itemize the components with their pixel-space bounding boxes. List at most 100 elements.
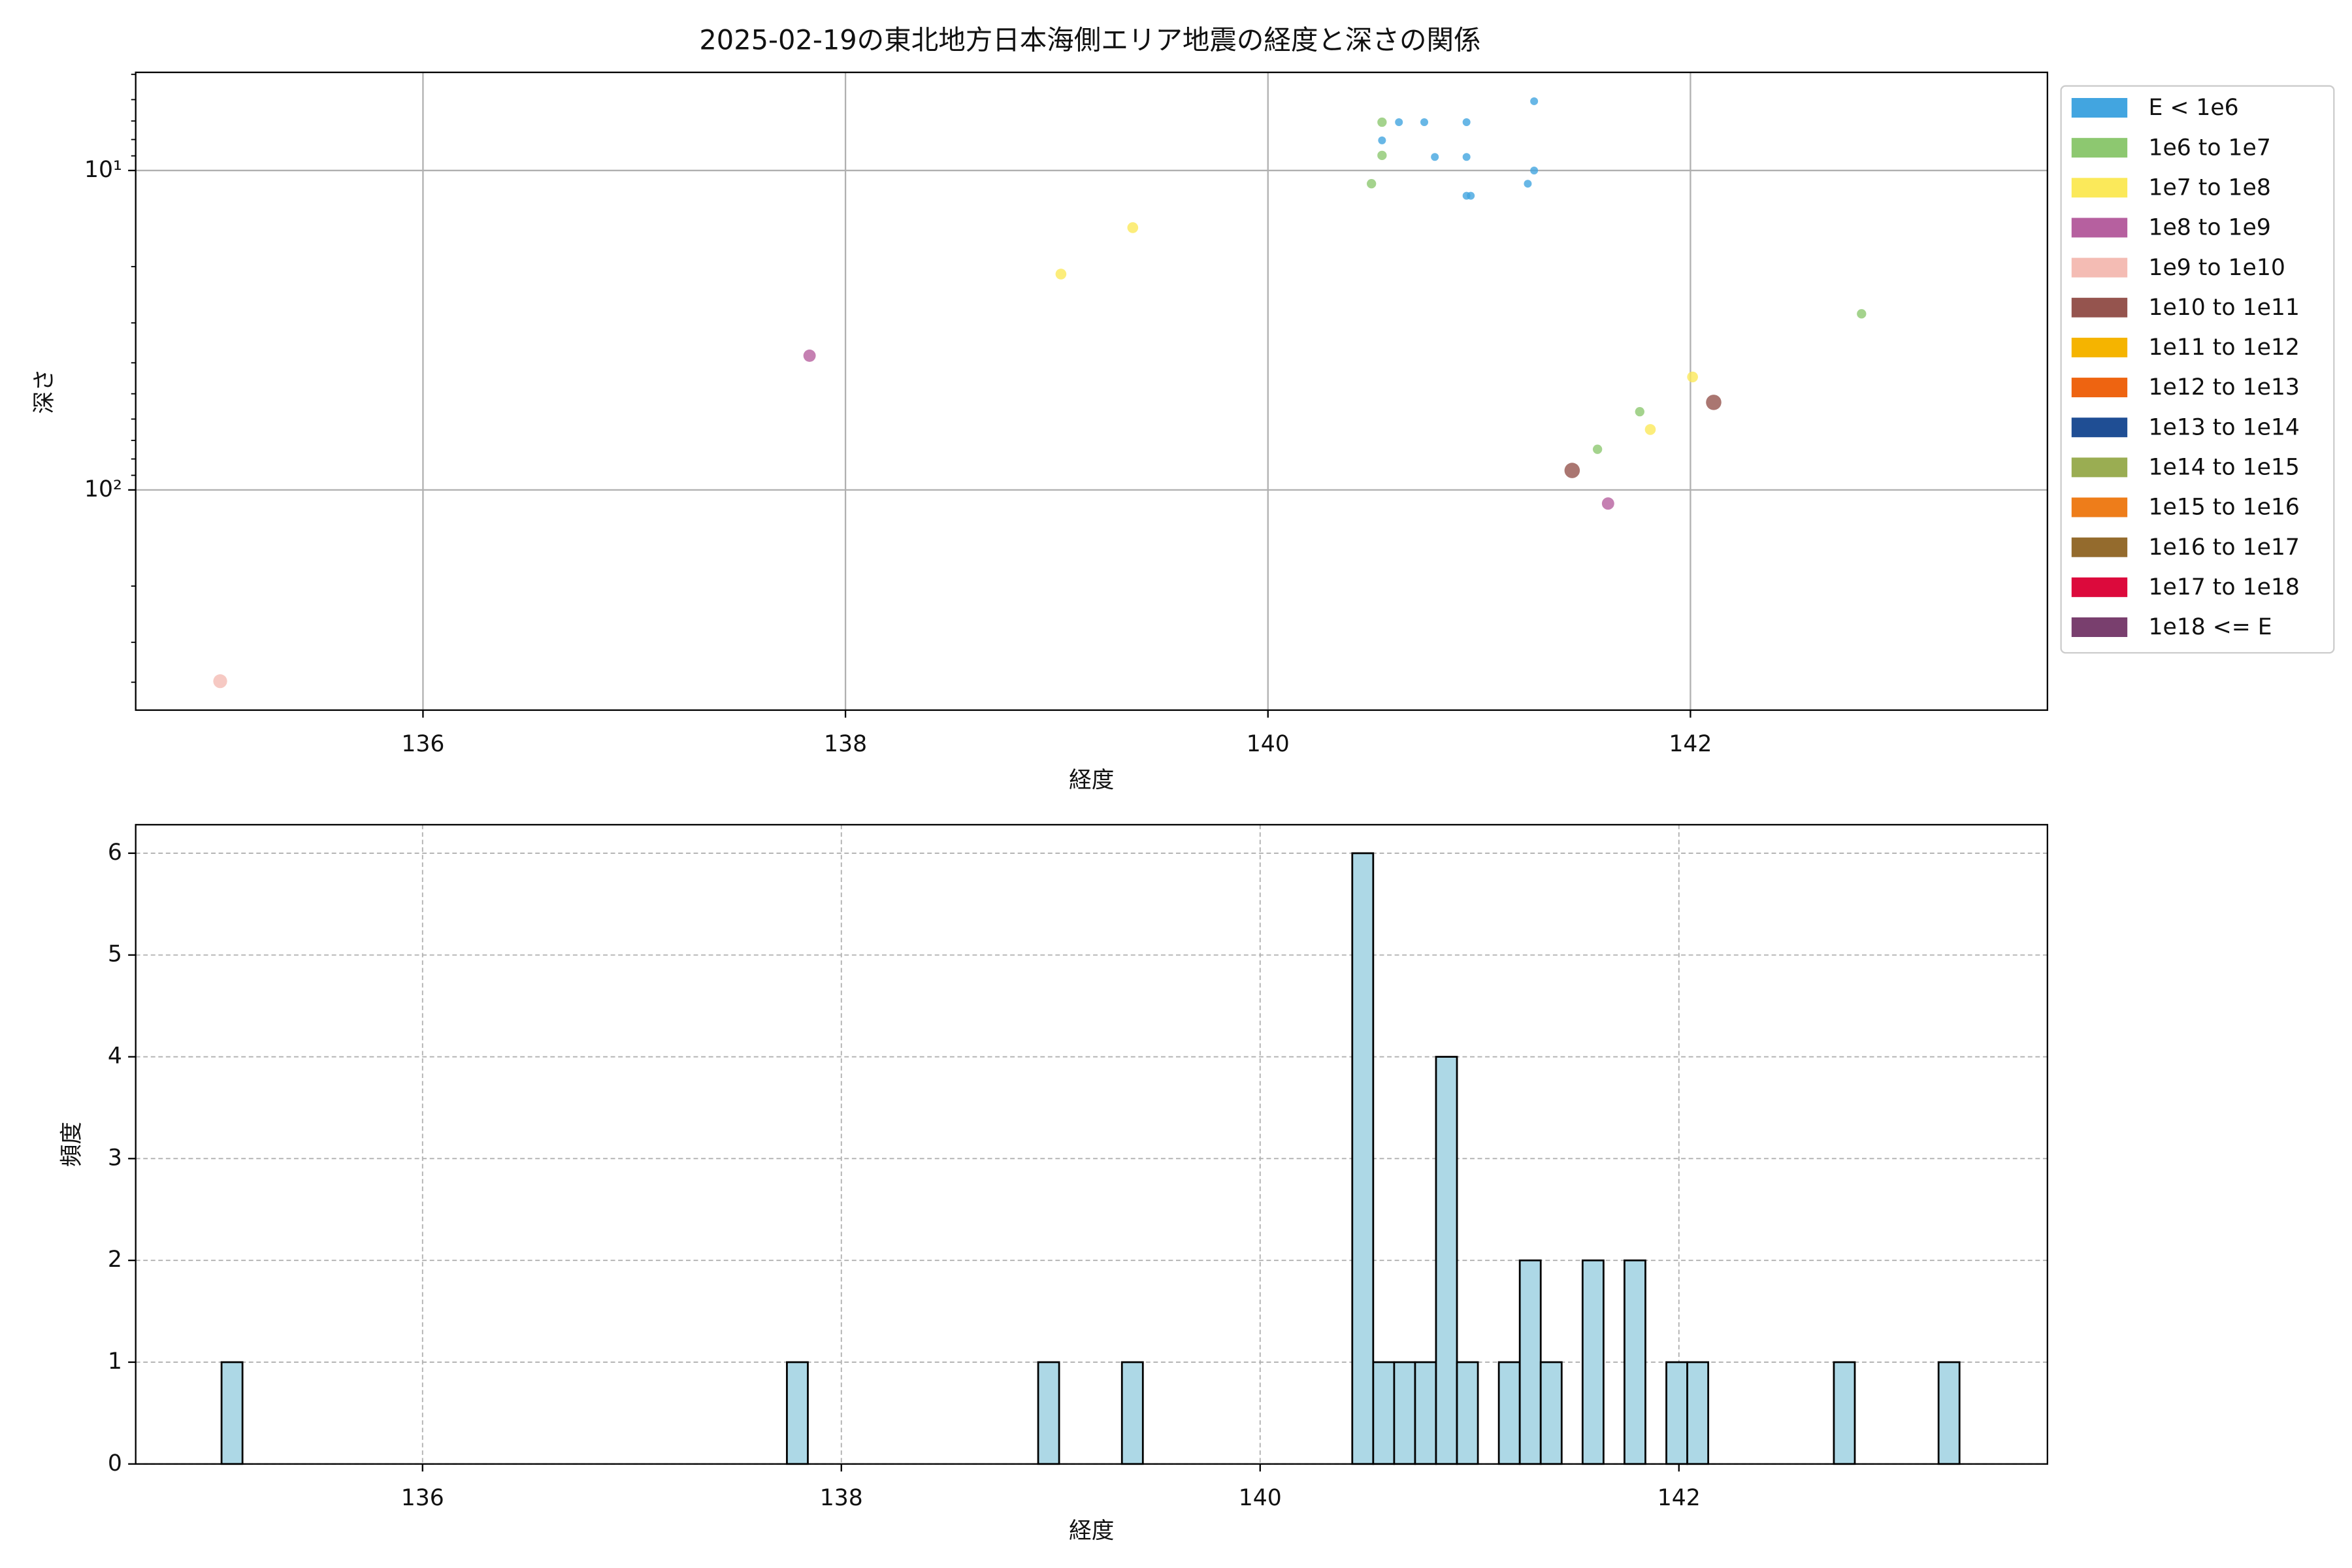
scatter-point <box>1395 118 1403 127</box>
legend-swatch <box>2071 457 2128 478</box>
histogram-bar <box>1120 1361 1144 1465</box>
legend-label: 1e16 to 1e17 <box>2148 534 2299 561</box>
histogram-bar <box>1435 1056 1458 1465</box>
legend-label: 1e9 to 1e10 <box>2148 255 2285 281</box>
scatter-point <box>1377 150 1387 161</box>
histogram-bar <box>1833 1361 1856 1465</box>
y-tick-label: 3 <box>108 1145 122 1171</box>
scatter-point <box>1644 424 1656 435</box>
scatter-point <box>213 674 227 689</box>
legend-label: 1e15 to 1e16 <box>2148 495 2299 521</box>
scatter-point <box>1592 444 1603 454</box>
x-tick-label: 140 <box>1239 1485 1282 1511</box>
legend-swatch <box>2071 537 2128 557</box>
x-axis-label: 経度 <box>1069 1518 1114 1544</box>
legend-swatch <box>2071 337 2128 357</box>
legend-swatch <box>2071 98 2128 118</box>
scatter-point <box>1857 309 1867 319</box>
x-tick-label: 138 <box>820 1485 863 1511</box>
scatter-point <box>1377 117 1387 127</box>
histogram-bar <box>1037 1361 1060 1465</box>
y-tick-label: 4 <box>108 1043 122 1070</box>
legend-swatch <box>2071 178 2128 198</box>
histogram-bar <box>220 1361 244 1465</box>
histogram-bar <box>1937 1361 1961 1465</box>
scatter-point <box>1462 118 1471 127</box>
y-tick-label: 10² <box>84 476 122 502</box>
legend-swatch <box>2071 497 2128 517</box>
histogram-bar <box>1393 1361 1416 1465</box>
legend-swatch <box>2071 577 2128 597</box>
histogram-bar <box>1456 1361 1479 1465</box>
scatter-point <box>1055 269 1067 280</box>
scatter-point <box>1601 497 1614 510</box>
y-axis-label: 頻度 <box>59 1122 85 1167</box>
legend-label: 1e8 to 1e9 <box>2148 215 2270 241</box>
scatter-point <box>1367 179 1377 189</box>
histogram-bar <box>1686 1361 1710 1465</box>
legend-label: 1e13 to 1e14 <box>2148 414 2299 440</box>
scatter-point <box>1462 153 1471 161</box>
x-tick-label: 136 <box>401 731 444 757</box>
legend-label: E < 1e6 <box>2148 95 2238 121</box>
scatter-point <box>1706 395 1722 410</box>
y-tick-label: 5 <box>108 941 122 968</box>
x-tick-label: 142 <box>1669 731 1712 757</box>
scatter-point <box>1635 407 1644 417</box>
scatter-point <box>1127 222 1139 233</box>
y-tick-label: 2 <box>108 1247 122 1273</box>
legend-swatch <box>2071 297 2128 318</box>
legend-label: 1e14 to 1e15 <box>2148 455 2299 481</box>
scatter-point <box>1420 118 1429 127</box>
scatter-point <box>1687 371 1698 383</box>
x-tick-label: 142 <box>1658 1485 1701 1511</box>
histogram-bar <box>1414 1361 1437 1465</box>
histogram-bar <box>1497 1361 1521 1465</box>
legend-label: 1e6 to 1e7 <box>2148 135 2270 161</box>
y-tick-label: 0 <box>108 1450 122 1477</box>
legend-swatch <box>2071 617 2128 637</box>
scatter-point <box>803 349 816 362</box>
chart-title: 2025-02-19の東北地方日本海側エリア地震の経度と深さの関係 <box>699 24 1480 56</box>
y-axis-label: 深さ <box>31 368 57 414</box>
scatter-point <box>1378 136 1386 144</box>
scatter-point <box>1431 153 1439 161</box>
legend-label: 1e12 to 1e13 <box>2148 374 2299 400</box>
legend-label: 1e11 to 1e12 <box>2148 335 2299 361</box>
y-tick-label: 6 <box>108 840 122 866</box>
legend-label: 1e17 to 1e18 <box>2148 574 2299 600</box>
histogram-bar <box>1665 1361 1688 1465</box>
legend-label: 1e10 to 1e11 <box>2148 295 2299 321</box>
histogram-bar <box>1581 1259 1605 1465</box>
histogram-bar <box>786 1361 809 1465</box>
histogram-bar <box>1539 1361 1563 1465</box>
legend-swatch <box>2071 378 2128 398</box>
plot-frame <box>135 824 2048 1465</box>
legend-swatch <box>2071 218 2128 238</box>
x-tick-label: 136 <box>401 1485 444 1511</box>
plot-frame <box>135 71 2048 711</box>
legend-swatch <box>2071 417 2128 438</box>
y-tick-label: 1 <box>108 1348 122 1375</box>
histogram-bar <box>1372 1361 1396 1465</box>
legend-label: 1e7 to 1e8 <box>2148 174 2270 201</box>
legend-label: 1e18 <= E <box>2148 614 2272 640</box>
scatter-point <box>1530 166 1539 174</box>
histogram-bar <box>1351 852 1375 1465</box>
scatter-point <box>1530 97 1539 105</box>
legend-box <box>2060 85 2335 654</box>
y-tick-label: 10¹ <box>84 157 122 183</box>
scatter-point <box>1564 463 1580 478</box>
legend-swatch <box>2071 257 2128 278</box>
x-tick-label: 138 <box>824 731 867 757</box>
x-axis-label: 経度 <box>1069 767 1114 793</box>
histogram-bar <box>1518 1259 1542 1465</box>
scatter-point <box>1524 180 1532 188</box>
x-tick-label: 140 <box>1247 731 1290 757</box>
scatter-point <box>1467 191 1475 200</box>
legend-swatch <box>2071 138 2128 158</box>
histogram-bar <box>1624 1259 1646 1465</box>
